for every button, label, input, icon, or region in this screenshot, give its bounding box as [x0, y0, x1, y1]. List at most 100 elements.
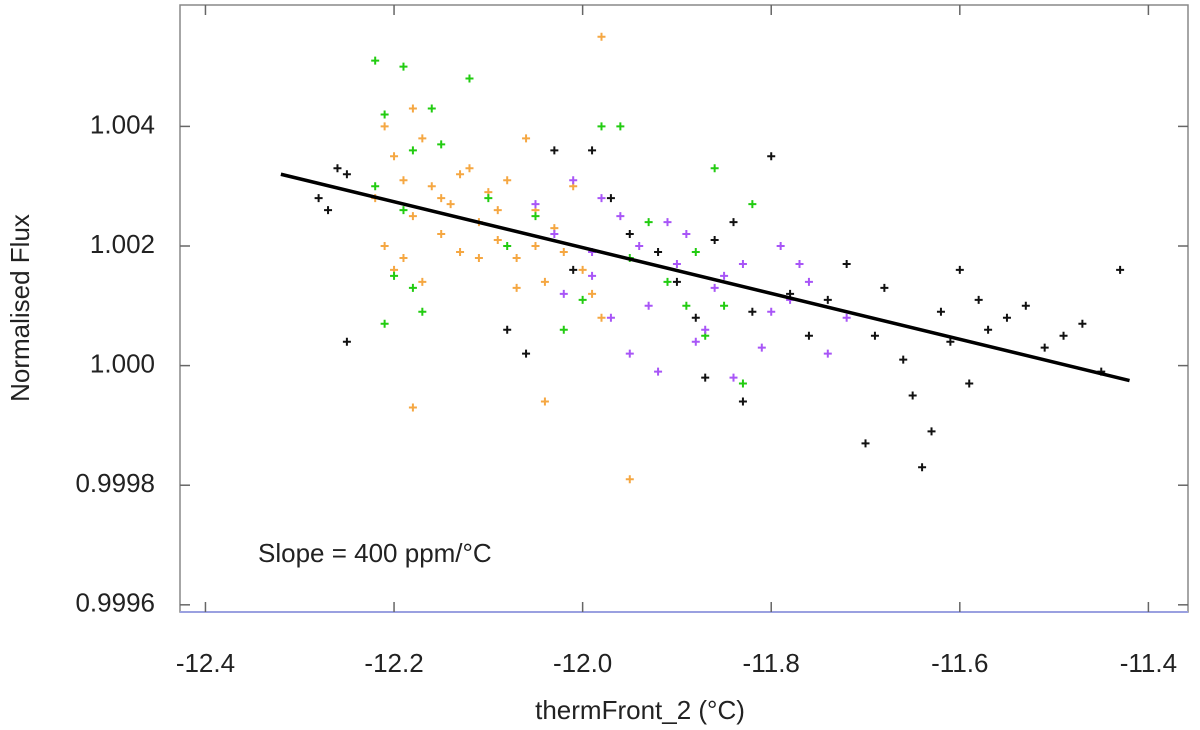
data-point [1040, 343, 1049, 352]
data-point [1059, 331, 1068, 340]
data-point [540, 397, 549, 406]
data-point [1116, 265, 1125, 274]
data-point [597, 194, 606, 203]
data-point [823, 295, 832, 304]
data-point [936, 307, 945, 316]
data-point [738, 259, 747, 268]
data-point [437, 194, 446, 203]
data-point [408, 104, 417, 113]
data-point [625, 475, 634, 484]
x-tick-label: -11.6 [931, 648, 988, 678]
data-point [559, 325, 568, 334]
data-point [333, 164, 342, 173]
data-point [578, 295, 587, 304]
x-axis-label: thermFront_2 (°C) [535, 695, 745, 725]
data-point [437, 140, 446, 149]
data-point [625, 230, 634, 239]
data-point [380, 110, 389, 119]
data-point [522, 134, 531, 143]
x-tick-label: -11.8 [743, 648, 800, 678]
data-point [748, 200, 757, 209]
data-point [484, 194, 493, 203]
data-point [324, 206, 333, 215]
x-tick-label: -12.2 [364, 648, 423, 678]
data-point [408, 283, 417, 292]
data-point [672, 277, 681, 286]
data-point [427, 182, 436, 191]
data-point [767, 152, 776, 161]
data-point [399, 206, 408, 215]
data-point [842, 259, 851, 268]
data-point [861, 439, 870, 448]
data-point [597, 32, 606, 41]
data-point [559, 289, 568, 298]
data-point [955, 265, 964, 274]
data-point [512, 253, 521, 262]
data-point [390, 152, 399, 161]
data-point [371, 182, 380, 191]
data-point [588, 146, 597, 155]
data-point [899, 355, 908, 364]
data-point [408, 146, 417, 155]
data-point [738, 397, 747, 406]
data-point [710, 236, 719, 245]
data-point [710, 283, 719, 292]
data-point [984, 325, 993, 334]
data-point [512, 283, 521, 292]
data-point [738, 379, 747, 388]
data-point [522, 349, 531, 358]
data-point [371, 56, 380, 65]
data-point [493, 206, 502, 215]
data-point [870, 331, 879, 340]
data-point [606, 313, 615, 322]
data-point [654, 367, 663, 376]
data-point [691, 337, 700, 346]
data-point [776, 242, 785, 251]
data-point [531, 200, 540, 209]
data-point [399, 253, 408, 262]
data-point [597, 122, 606, 131]
data-point [644, 218, 653, 227]
data-point [446, 200, 455, 209]
data-point [503, 242, 512, 251]
data-point [663, 218, 672, 227]
data-point [550, 230, 559, 239]
data-point [946, 337, 955, 346]
plot-frame [179, 4, 1189, 613]
data-point [427, 104, 436, 113]
data-point [616, 122, 625, 131]
data-point [314, 194, 323, 203]
data-point [531, 212, 540, 221]
data-point [795, 259, 804, 268]
data-point [757, 343, 766, 352]
data-point [842, 313, 851, 322]
data-point [918, 463, 927, 472]
data-point [1002, 313, 1011, 322]
fit-line [280, 172, 1130, 383]
data-point [408, 212, 417, 221]
data-point [804, 331, 813, 340]
data-point [550, 146, 559, 155]
data-point [804, 277, 813, 286]
data-point [1021, 301, 1030, 310]
data-point [437, 230, 446, 239]
data-point [691, 247, 700, 256]
data-point [672, 259, 681, 268]
data-point [578, 265, 587, 274]
data-point [682, 230, 691, 239]
data-point [588, 271, 597, 280]
data-point [418, 134, 427, 143]
data-point [399, 176, 408, 185]
data-point [823, 349, 832, 358]
data-point [493, 236, 502, 245]
data-point [342, 337, 351, 346]
data-point [701, 325, 710, 334]
data-point [503, 325, 512, 334]
data-point [597, 313, 606, 322]
data-point [625, 349, 634, 358]
data-point [710, 164, 719, 173]
data-point [974, 295, 983, 304]
data-point [456, 247, 465, 256]
data-point [456, 170, 465, 179]
